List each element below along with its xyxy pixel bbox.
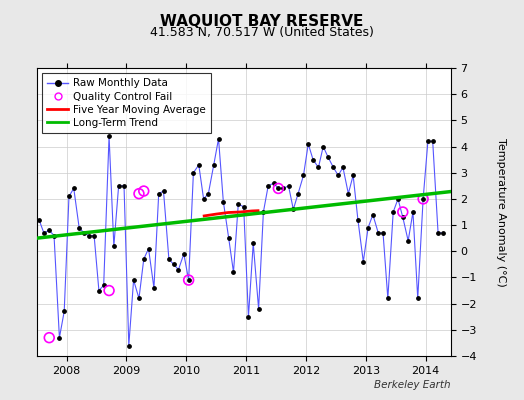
Point bbox=[424, 138, 432, 144]
Point bbox=[234, 201, 243, 207]
Point bbox=[45, 227, 53, 234]
Point bbox=[409, 209, 417, 215]
Point bbox=[364, 224, 372, 231]
Point bbox=[274, 185, 282, 192]
Point bbox=[105, 133, 113, 139]
Text: WAQUIOT BAY RESERVE: WAQUIOT BAY RESERVE bbox=[160, 14, 364, 29]
Point bbox=[309, 156, 317, 163]
Point bbox=[159, 188, 168, 194]
Point bbox=[55, 334, 63, 341]
Point bbox=[299, 172, 308, 178]
Point bbox=[110, 243, 118, 249]
Point bbox=[125, 342, 133, 349]
Point bbox=[155, 190, 163, 197]
Point bbox=[95, 287, 103, 294]
Point bbox=[65, 193, 73, 200]
Point bbox=[120, 183, 128, 189]
Point bbox=[279, 185, 287, 192]
Point bbox=[399, 209, 407, 215]
Point bbox=[384, 295, 392, 302]
Point bbox=[274, 185, 282, 192]
Point bbox=[84, 232, 93, 239]
Point bbox=[344, 190, 353, 197]
Point bbox=[374, 230, 383, 236]
Point bbox=[139, 256, 148, 262]
Point bbox=[189, 170, 198, 176]
Point bbox=[399, 214, 407, 220]
Point bbox=[419, 196, 427, 202]
Point bbox=[105, 287, 113, 294]
Point bbox=[214, 136, 223, 142]
Point bbox=[35, 217, 43, 223]
Point bbox=[359, 258, 367, 265]
Point bbox=[285, 183, 293, 189]
Point bbox=[135, 295, 143, 302]
Point bbox=[129, 277, 138, 283]
Y-axis label: Temperature Anomaly (°C): Temperature Anomaly (°C) bbox=[496, 138, 506, 286]
Point bbox=[50, 232, 58, 239]
Point bbox=[174, 266, 183, 273]
Point bbox=[184, 277, 193, 283]
Point bbox=[45, 334, 53, 341]
Point bbox=[100, 282, 108, 288]
Point bbox=[224, 235, 233, 241]
Point bbox=[354, 217, 362, 223]
Point bbox=[434, 230, 442, 236]
Point bbox=[324, 154, 332, 160]
Point bbox=[319, 143, 328, 150]
Point bbox=[40, 230, 48, 236]
Point bbox=[70, 185, 78, 192]
Text: Berkeley Earth: Berkeley Earth bbox=[374, 380, 451, 390]
Point bbox=[180, 251, 188, 257]
Point bbox=[144, 246, 152, 252]
Point bbox=[184, 277, 193, 283]
Point bbox=[244, 314, 253, 320]
Point bbox=[60, 308, 69, 315]
Point bbox=[219, 198, 227, 205]
Point bbox=[429, 138, 437, 144]
Point bbox=[349, 172, 357, 178]
Point bbox=[314, 164, 323, 171]
Point bbox=[249, 240, 257, 247]
Point bbox=[329, 164, 337, 171]
Point bbox=[294, 190, 302, 197]
Point bbox=[169, 261, 178, 268]
Point bbox=[369, 212, 377, 218]
Point bbox=[210, 162, 218, 168]
Point bbox=[230, 269, 238, 276]
Point bbox=[80, 230, 88, 236]
Point bbox=[389, 209, 397, 215]
Point bbox=[289, 206, 298, 212]
Point bbox=[264, 183, 272, 189]
Point bbox=[75, 224, 83, 231]
Point bbox=[135, 190, 143, 197]
Point bbox=[239, 204, 248, 210]
Point bbox=[204, 190, 213, 197]
Point bbox=[339, 164, 347, 171]
Point bbox=[150, 285, 158, 291]
Point bbox=[419, 196, 427, 202]
Point bbox=[394, 196, 402, 202]
Point bbox=[114, 183, 123, 189]
Point bbox=[255, 306, 263, 312]
Legend: Raw Monthly Data, Quality Control Fail, Five Year Moving Average, Long-Term Tren: Raw Monthly Data, Quality Control Fail, … bbox=[42, 73, 211, 133]
Point bbox=[413, 295, 422, 302]
Point bbox=[304, 141, 312, 147]
Point bbox=[439, 230, 447, 236]
Point bbox=[334, 172, 342, 178]
Point bbox=[200, 196, 208, 202]
Point bbox=[194, 162, 203, 168]
Point bbox=[269, 180, 278, 186]
Point bbox=[139, 188, 148, 194]
Point bbox=[90, 232, 99, 239]
Point bbox=[379, 230, 387, 236]
Point bbox=[259, 209, 268, 215]
Point bbox=[165, 256, 173, 262]
Point bbox=[404, 238, 412, 244]
Text: 41.583 N, 70.517 W (United States): 41.583 N, 70.517 W (United States) bbox=[150, 26, 374, 39]
